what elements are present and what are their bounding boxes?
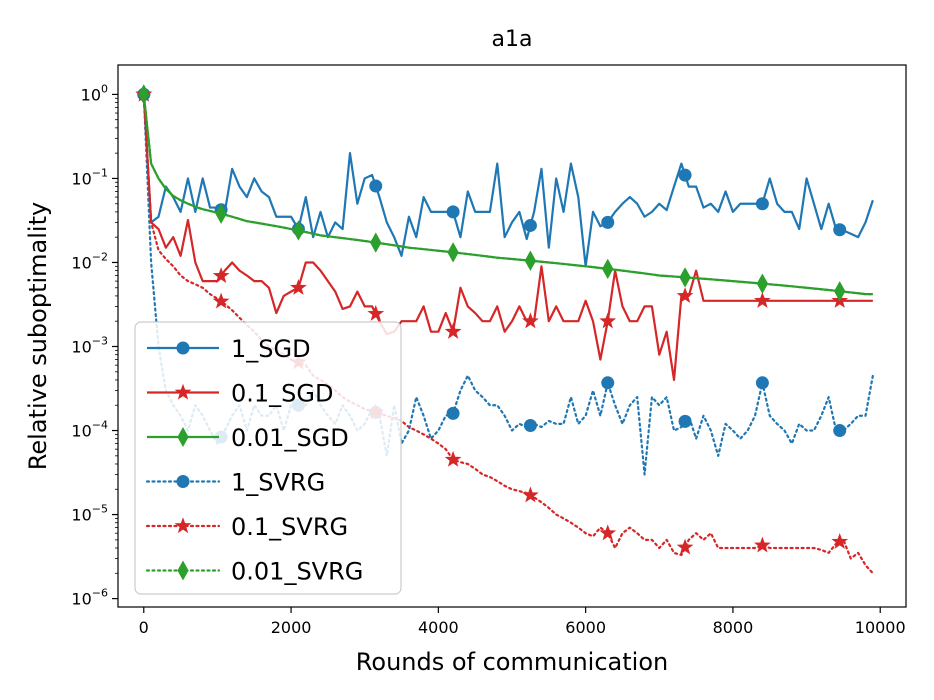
data-point-1_SGD (601, 215, 615, 229)
ticks-layer: 0 2000 4000 6000 8000 10000 100 10−1 10−2 10−3 10−… (71, 82, 905, 637)
data-point-0.1_SVRG (212, 292, 230, 309)
data-point-0.1_SGD (444, 322, 462, 339)
y-tick-label: 10−2 (71, 250, 108, 272)
y-axis-label: Relative suboptimality (24, 202, 52, 470)
data-point-0.1_SVRG (522, 486, 539, 503)
x-axis-label: Rounds of communication (356, 648, 668, 676)
data-point-1_SVRG (601, 376, 615, 390)
data-point-0.01_SVRG (292, 220, 305, 241)
legend-label: 1_SGD (231, 335, 311, 363)
data-point-0.1_SVRG (599, 524, 617, 541)
legend-marker (177, 560, 189, 581)
data-point-1_SVRG (446, 406, 460, 420)
data-point-0.1_SVRG (444, 450, 462, 467)
y-tick-label: 10−1 (71, 166, 108, 188)
data-point-0.1_SGD (212, 267, 230, 283)
data-point-0.1_SGD (754, 291, 771, 308)
data-point-0.01_SVRG (834, 281, 846, 302)
series-line-0.1_SGD (142, 94, 873, 382)
x-tick-label: 4000 (418, 618, 459, 637)
data-point-0.01_SVRG (679, 267, 691, 288)
x-tick-label: 8000 (713, 618, 754, 637)
y-tick-label: 10−5 (71, 503, 108, 525)
data-point-1_SVRG (755, 376, 769, 390)
legend-marker (177, 427, 189, 447)
data-point-1_SVRG (833, 424, 847, 438)
data-point-0.1_SGD (290, 278, 307, 295)
legend-entry: 0.01_SGD (147, 424, 349, 452)
plot-frame (117, 64, 907, 608)
legend-label: 0.01_SGD (231, 424, 349, 452)
data-point-0.01_SVRG (370, 232, 382, 253)
data-point-1_SGD (369, 179, 383, 193)
series-1_SGD (137, 87, 874, 268)
data-point-0.1_SGD (676, 287, 694, 304)
chart-title: a1a (492, 27, 533, 52)
data-point-1_SVRG (523, 418, 537, 432)
legend-entry: 0.1_SVRG (145, 513, 348, 541)
legend-entry: 0.01_SVRG (145, 558, 363, 586)
y-tick-label: 10−3 (71, 335, 108, 357)
legend-entry: 1_SVRG (145, 469, 325, 497)
data-point-0.1_SGD (522, 312, 539, 329)
series-line-0.01_SVRG (142, 93, 874, 296)
legend-marker (174, 383, 192, 400)
x-tick-label: 10000 (855, 618, 906, 637)
legend-marker (174, 517, 192, 534)
data-point-0.01_SVRG (447, 242, 459, 263)
x-tick-label: 6000 (565, 618, 606, 637)
data-point-0.01_SVRG (602, 258, 614, 279)
x-tick-label: 2000 (271, 618, 312, 637)
legend-entry: 0.1_SGD (147, 380, 333, 408)
data-point-1_SVRG (678, 414, 692, 428)
legend-label: 0.1_SVRG (231, 513, 348, 541)
legend: 1_SGD 0.1_SGD 0.01_SGD 1_SVRG 0.1_SVRG 0.01_S… (134, 321, 402, 595)
legend-marker (176, 341, 190, 355)
data-point-1_SGD (446, 205, 460, 219)
y-tick-label: 100 (81, 82, 108, 104)
series-0.01_SVRG (138, 84, 874, 302)
legend-entry: 1_SGD (147, 335, 311, 363)
data-point-1_SGD (833, 223, 847, 237)
series-line-1_SGD (142, 94, 874, 268)
legend-marker (176, 475, 190, 488)
data-point-0.1_SVRG (754, 536, 771, 553)
data-point-1_SGD (678, 168, 692, 182)
legend-label: 1_SVRG (231, 469, 325, 497)
data-point-0.1_SVRG (676, 538, 694, 555)
data-point-0.01_SVRG (138, 84, 150, 105)
data-point-1_SGD (755, 197, 769, 211)
data-point-0.01_SVRG (524, 250, 537, 271)
data-point-0.1_SGD (599, 312, 617, 329)
data-point-1_SGD (523, 218, 537, 232)
data-point-0.01_SVRG (215, 203, 227, 224)
legend-label: 0.1_SGD (231, 380, 333, 408)
x-tick-label: 0 (139, 618, 149, 637)
data-point-0.1_SGD (367, 305, 385, 321)
legend-label: 0.01_SVRG (231, 558, 363, 586)
y-tick-label: 10−6 (71, 587, 108, 609)
data-point-0.1_SVRG (831, 532, 849, 549)
data-point-0.01_SVRG (756, 273, 768, 294)
series-line-0.01_SGD (142, 94, 873, 296)
y-tick-label: 10−4 (71, 419, 108, 441)
